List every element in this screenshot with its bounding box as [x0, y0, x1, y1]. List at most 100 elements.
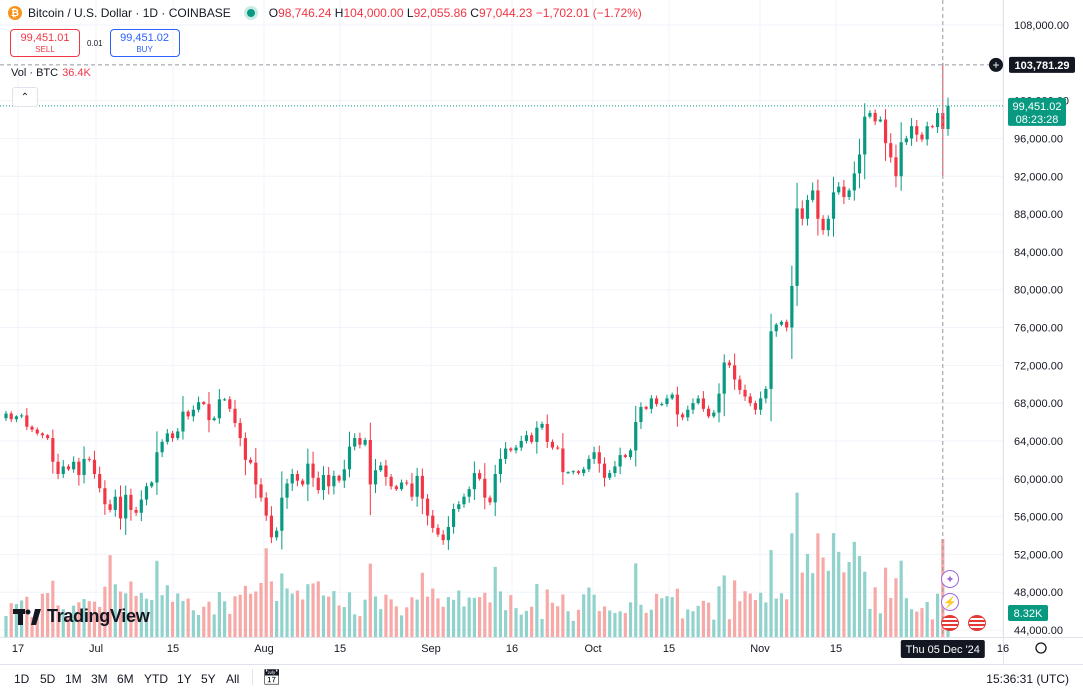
candle-body — [66, 466, 71, 470]
time-tick-label: Nov — [750, 643, 770, 655]
candle-body — [504, 448, 508, 459]
volume-bar — [415, 599, 419, 637]
range-6m[interactable]: 6M — [117, 672, 134, 686]
candle-body — [842, 186, 846, 198]
candle-body — [878, 119, 882, 122]
volume-bar — [191, 610, 195, 637]
volume-bar — [451, 599, 456, 637]
price-chart[interactable]: 108,000.00100,000.0096,000.0092,000.0088… — [0, 0, 1083, 664]
candle-body — [379, 465, 383, 471]
candle-body — [46, 435, 50, 439]
candle-body — [347, 446, 352, 470]
volume-bar — [176, 593, 180, 637]
price-scale[interactable]: 108,000.00100,000.0096,000.0092,000.0088… — [989, 0, 1075, 664]
volume-bar — [342, 607, 346, 637]
volume-bar — [712, 619, 716, 637]
range-1m[interactable]: 1M — [65, 672, 82, 686]
crosshair-price-label: 103,781.29 — [1014, 60, 1069, 72]
candle-body — [259, 484, 263, 498]
volume-bar — [425, 596, 430, 637]
candle-body — [389, 476, 393, 487]
range-1y[interactable]: 1Y — [177, 672, 192, 686]
chart-grid — [0, 0, 1004, 637]
range-5y[interactable]: 5Y — [201, 672, 216, 686]
candle-body — [446, 526, 450, 541]
volume-bar — [837, 551, 841, 637]
candle-body — [264, 497, 268, 516]
volume-bar — [238, 594, 242, 637]
sparkle-event-icon[interactable]: ✦ — [941, 570, 959, 588]
candle-body — [722, 362, 726, 394]
volume-bar — [46, 592, 50, 637]
volume-bar — [540, 618, 544, 637]
chevron-up-icon[interactable]: ⌃ — [12, 87, 38, 107]
candle-body — [566, 472, 570, 474]
buy-button[interactable]: 99,451.02 BUY — [109, 29, 180, 57]
range-all[interactable]: All — [226, 672, 240, 686]
volume-bar — [441, 606, 445, 637]
candle-body — [181, 411, 185, 432]
volume-bar — [904, 598, 908, 637]
candle-body — [202, 402, 206, 405]
us-flag-icon[interactable] — [968, 615, 986, 631]
time-scale[interactable]: 17 Jul 15 Aug 15 Sep 16 Oct 15 Nov 15 16 Thu 05 Dec … — [0, 637, 1083, 659]
clock-time[interactable]: 15:36:31 (UTC) — [986, 672, 1069, 686]
volume-bar — [82, 599, 86, 637]
date-range-icon[interactable]: 📅︎ — [262, 669, 282, 686]
volume-bar — [779, 593, 784, 637]
candle-body — [363, 439, 367, 445]
volume-bar — [618, 611, 622, 637]
range-ytd[interactable]: YTD — [144, 672, 168, 686]
candle-body — [431, 515, 435, 528]
candle-body — [498, 458, 503, 475]
volume-bar — [35, 615, 39, 637]
market-status-icon[interactable] — [246, 9, 255, 17]
candle-body — [82, 458, 86, 475]
volume-legend[interactable]: Vol · BTC 36.4K — [11, 67, 91, 79]
volume-bar — [519, 614, 523, 637]
candle-body — [129, 494, 133, 510]
volume-bar — [467, 597, 471, 637]
candle-body — [332, 475, 336, 487]
volume-bar — [394, 606, 398, 637]
candle-body — [665, 398, 669, 405]
sell-button[interactable]: 99,451.01 SELL — [10, 29, 80, 57]
lightning-event-icon[interactable]: ⚡ — [941, 593, 959, 611]
candle-body — [478, 473, 482, 479]
volume-bar — [566, 611, 570, 637]
volume-bar — [40, 593, 45, 637]
candle-body — [889, 143, 893, 158]
us-flag-icon[interactable] — [941, 615, 959, 631]
candle-body — [837, 186, 841, 193]
candle-body — [301, 480, 305, 485]
candle-body — [733, 365, 737, 380]
price-tick-label: 96,000.00 — [1014, 133, 1063, 145]
volume-bar — [9, 603, 13, 637]
volume-bar — [743, 591, 747, 637]
range-1d[interactable]: 1D — [14, 672, 30, 686]
candle-body — [191, 409, 195, 417]
price-tick-label: 52,000.00 — [1014, 549, 1063, 561]
volume-bar — [301, 599, 305, 637]
volume-bar — [129, 581, 133, 637]
candle-body — [233, 408, 237, 423]
candle-body — [639, 406, 643, 423]
volume-bar — [61, 609, 65, 637]
plus-icon-glyph: + — [992, 58, 999, 72]
symbol-title[interactable]: Bitcoin / U.S. Dollar · 1D · COINBASE — [28, 6, 231, 20]
candle-body — [87, 458, 91, 460]
volume-bar — [561, 594, 565, 637]
candle-body — [113, 496, 117, 510]
candle-body — [467, 489, 471, 497]
candle-body — [228, 399, 232, 409]
volume-bar — [160, 595, 164, 637]
time-tick-label: 15 — [334, 643, 346, 655]
volume-bar — [576, 609, 581, 637]
range-3m[interactable]: 3M — [91, 672, 108, 686]
candle-body — [680, 414, 685, 418]
range-5d[interactable]: 5D — [40, 672, 56, 686]
time-tick-label: 15 — [830, 643, 842, 655]
candle-body — [571, 471, 575, 473]
candle-body — [696, 398, 700, 404]
candle-body — [743, 389, 747, 397]
